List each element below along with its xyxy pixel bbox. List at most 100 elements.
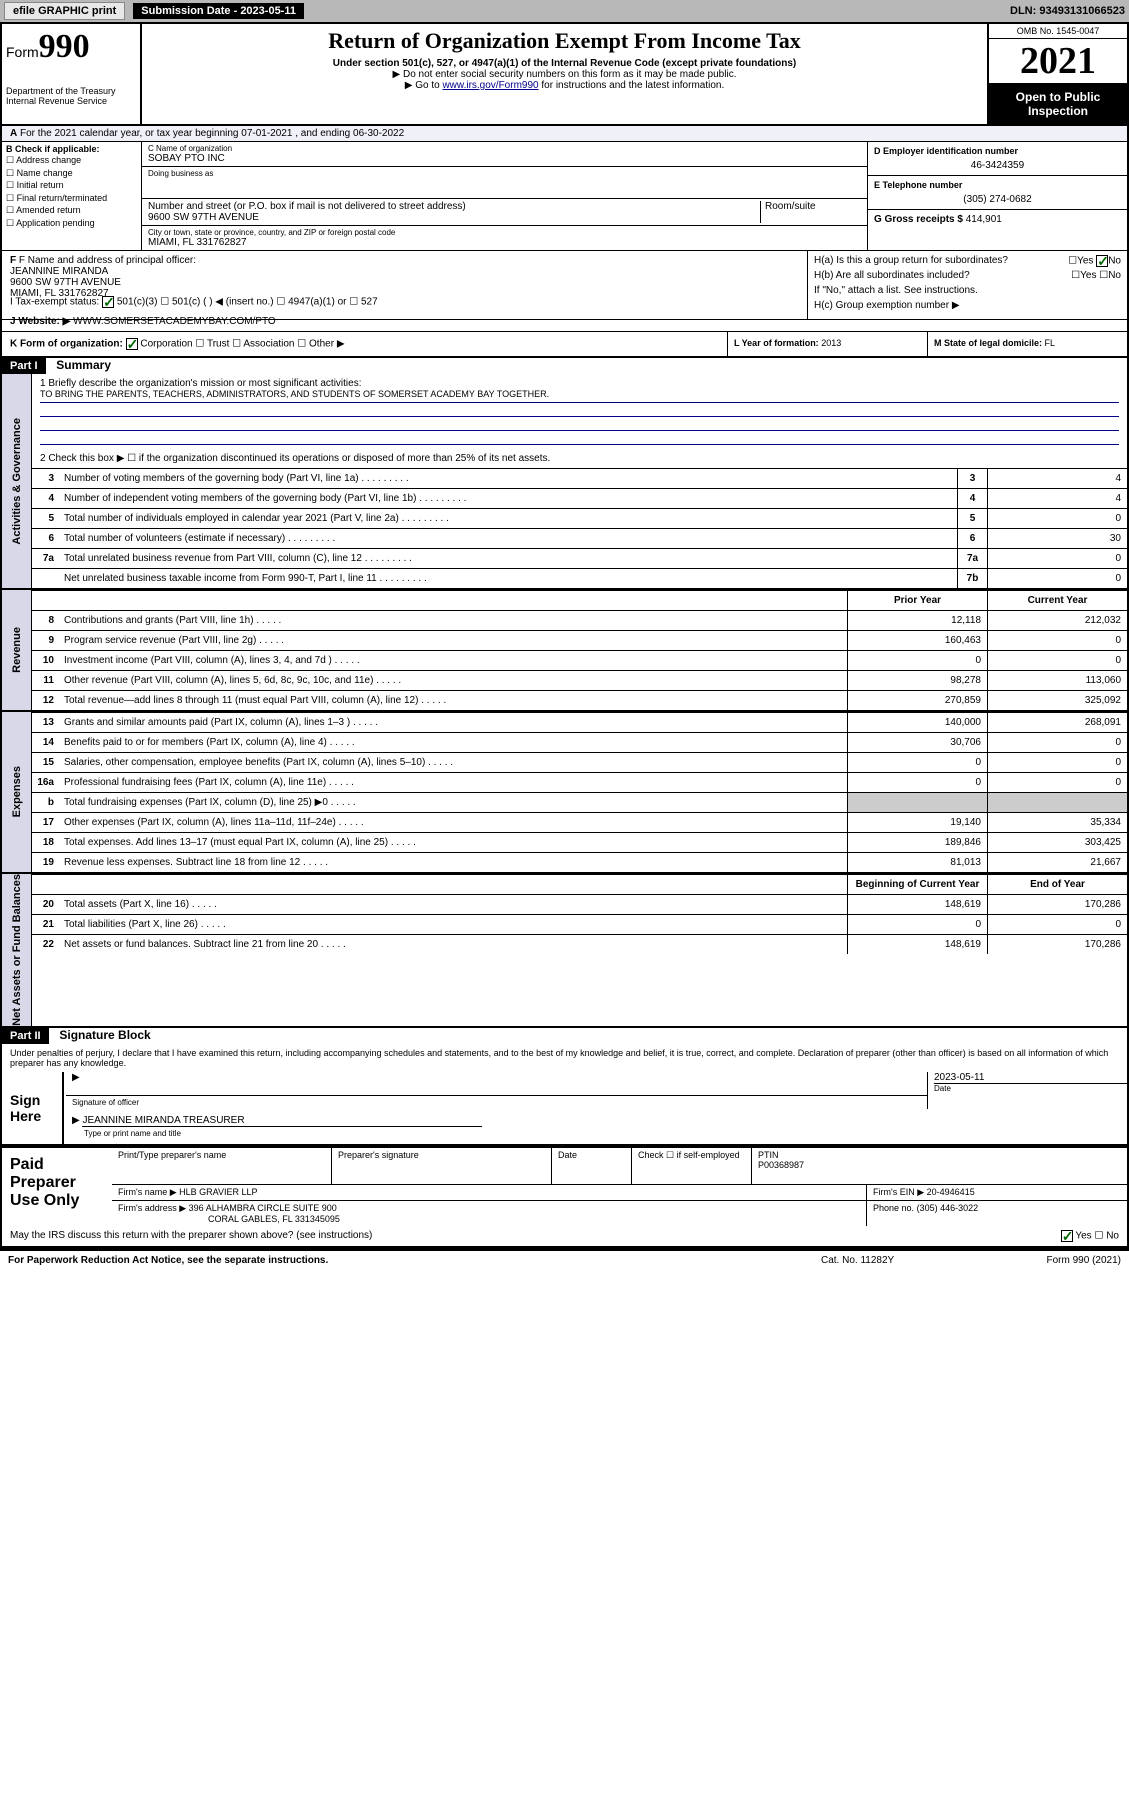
website-url: WWW.SOMERSETACADEMYBAY.COM/PTO [73, 316, 276, 327]
firm-phone: (305) 446-3022 [917, 1203, 979, 1213]
ptin: P00368987 [758, 1160, 804, 1170]
efile-print-button[interactable]: efile GRAPHIC print [4, 2, 125, 20]
ein: 46-3424359 [874, 160, 1121, 171]
summary-row: 18Total expenses. Add lines 13–17 (must … [32, 832, 1127, 852]
column-b-checkboxes: B Check if applicable: ☐ Address change … [2, 142, 142, 250]
summary-row: 13Grants and similar amounts paid (Part … [32, 712, 1127, 732]
sign-here-label: Sign Here [2, 1072, 62, 1144]
ein-label: D Employer identification number [874, 146, 1121, 156]
summary-row: 12Total revenue—add lines 8 through 11 (… [32, 690, 1127, 710]
subtitle-3: ▶ Go to www.irs.gov/Form990 for instruct… [150, 80, 979, 91]
omb-number: OMB No. 1545-0047 [989, 24, 1127, 39]
irs-link[interactable]: www.irs.gov/Form990 [442, 80, 538, 91]
phone-label: Phone no. [873, 1203, 914, 1213]
preparer-name-label: Print/Type preparer's name [112, 1148, 332, 1184]
open-to-public: Open to Public Inspection [989, 84, 1127, 124]
firm-addr2: CORAL GABLES, FL 331345095 [208, 1214, 340, 1224]
dba-label: Doing business as [148, 169, 861, 178]
officer-addr1: 9600 SW 97TH AVENUE [10, 277, 799, 288]
firm-ein-label: Firm's EIN ▶ [873, 1187, 924, 1197]
addr-label: Number and street (or P.O. box if mail i… [148, 201, 760, 212]
h-b-note: If "No," attach a list. See instructions… [814, 285, 1121, 296]
mission-text: TO BRING THE PARENTS, TEACHERS, ADMINIST… [40, 389, 1119, 403]
summary-row: Net unrelated business taxable income fr… [32, 568, 1127, 588]
preparer-date-label: Date [552, 1148, 632, 1184]
prior-year-hdr: Prior Year [847, 591, 987, 610]
declaration: Under penalties of perjury, I declare th… [2, 1044, 1127, 1072]
sign-date: 2023-05-11 [934, 1072, 1127, 1083]
tax-exempt-status: I Tax-exempt status: 501(c)(3) ☐ 501(c) … [2, 292, 552, 312]
form-990: Form990 Department of the Treasury Inter… [0, 22, 1129, 1249]
self-employed-check: Check ☐ if self-employed [632, 1148, 752, 1184]
org-name-label: C Name of organization [148, 144, 861, 153]
form-ref: Form 990 (2021) [971, 1255, 1121, 1266]
street-address: 9600 SW 97TH AVENUE [148, 212, 760, 223]
summary-row: 17Other expenses (Part IX, column (A), l… [32, 812, 1127, 832]
form-of-org: K Form of organization: Corporation ☐ Tr… [2, 332, 727, 356]
vtab-expenses: Expenses [2, 712, 32, 872]
telephone: (305) 274-0682 [874, 194, 1121, 205]
year-formation: L Year of formation: 2013 [727, 332, 927, 356]
city-state-zip: MIAMI, FL 331762827 [148, 237, 861, 248]
sig-officer-label: Signature of officer [72, 1096, 927, 1109]
form-title: Return of Organization Exempt From Incom… [150, 28, 979, 54]
h-b: H(b) Are all subordinates included? ☐Yes… [814, 270, 1121, 281]
h-a: H(a) Is this a group return for subordin… [814, 255, 1121, 266]
h-c: H(c) Group exemption number ▶ [814, 300, 1121, 311]
room-label: Room/suite [765, 201, 861, 212]
summary-row: 19Revenue less expenses. Subtract line 1… [32, 852, 1127, 872]
subtitle-2: ▶ Do not enter social security numbers o… [150, 69, 979, 80]
summary-row: 16aProfessional fundraising fees (Part I… [32, 772, 1127, 792]
top-bar: efile GRAPHIC print Submission Date - 20… [0, 0, 1129, 22]
preparer-sig-label: Preparer's signature [332, 1148, 552, 1184]
summary-row: 10Investment income (Part VIII, column (… [32, 650, 1127, 670]
state-domicile: M State of legal domicile: FL [927, 332, 1127, 356]
firm-name-label: Firm's name ▶ [118, 1187, 177, 1197]
name-title-label: Type or print name and title [72, 1127, 1127, 1140]
tax-period: A For the 2021 calendar year, or tax yea… [2, 126, 1127, 142]
vtab-net-assets: Net Assets or Fund Balances [2, 874, 32, 1026]
summary-row: 22Net assets or fund balances. Subtract … [32, 934, 1127, 954]
page-footer: For Paperwork Reduction Act Notice, see … [0, 1249, 1129, 1270]
summary-row: 5Total number of individuals employed in… [32, 508, 1127, 528]
tel-label: E Telephone number [874, 180, 1121, 190]
paperwork-notice: For Paperwork Reduction Act Notice, see … [8, 1255, 821, 1266]
paid-preparer-label: Paid Preparer Use Only [2, 1148, 112, 1226]
summary-row: 21Total liabilities (Part X, line 26) . … [32, 914, 1127, 934]
summary-row: 7aTotal unrelated business revenue from … [32, 548, 1127, 568]
cat-no: Cat. No. 11282Y [821, 1255, 971, 1266]
summary-row: 4Number of independent voting members of… [32, 488, 1127, 508]
date-label: Date [934, 1083, 1127, 1093]
summary-row: 9Program service revenue (Part VIII, lin… [32, 630, 1127, 650]
current-year-hdr: Current Year [987, 591, 1127, 610]
part-2-header: Part II Signature Block [2, 1028, 1127, 1044]
tax-year: 2021 [989, 39, 1127, 84]
dept-treasury: Department of the Treasury Internal Reve… [6, 86, 136, 106]
firm-addr-label: Firm's address ▶ [118, 1203, 186, 1213]
summary-row: bTotal fundraising expenses (Part IX, co… [32, 792, 1127, 812]
summary-row: 8Contributions and grants (Part VIII, li… [32, 610, 1127, 630]
mission-label: 1 Briefly describe the organization's mi… [40, 378, 1119, 389]
city-label: City or town, state or province, country… [148, 228, 861, 237]
summary-row: 6Total number of volunteers (estimate if… [32, 528, 1127, 548]
dln: DLN: 93493131066523 [1010, 5, 1125, 17]
vtab-governance: Activities & Governance [2, 374, 32, 588]
org-name: SOBAY PTO INC [148, 153, 861, 164]
summary-row: 14Benefits paid to or for members (Part … [32, 732, 1127, 752]
end-year-hdr: End of Year [987, 875, 1127, 894]
firm-name: HLB GRAVIER LLP [179, 1187, 257, 1197]
submission-date: Submission Date - 2023-05-11 [133, 3, 304, 19]
summary-row: 3Number of voting members of the governi… [32, 468, 1127, 488]
form-number: Form990 [6, 28, 136, 66]
officer-label: F F Name and address of principal office… [10, 255, 799, 266]
part-1-header: Part I Summary [2, 358, 1127, 374]
summary-row: 15Salaries, other compensation, employee… [32, 752, 1127, 772]
firm-addr1: 396 ALHAMBRA CIRCLE SUITE 900 [189, 1203, 337, 1213]
discuss-row: May the IRS discuss this return with the… [2, 1226, 1127, 1247]
signer-name: JEANNINE MIRANDA TREASURER [82, 1115, 482, 1127]
officer-name: JEANNINE MIRANDA [10, 266, 799, 277]
firm-ein: 20-4946415 [927, 1187, 975, 1197]
gross-receipts: 414,901 [966, 214, 1002, 225]
line-2: 2 Check this box ▶ ☐ if the organization… [32, 449, 1127, 468]
gross-receipts-label: G Gross receipts $ [874, 214, 963, 225]
